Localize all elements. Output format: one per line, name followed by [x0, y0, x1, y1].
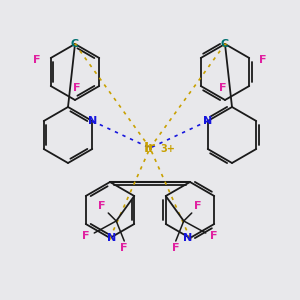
Text: F: F	[194, 201, 202, 211]
Text: F: F	[82, 231, 90, 241]
Text: F: F	[121, 243, 128, 253]
Text: N: N	[203, 116, 212, 126]
Text: N: N	[88, 116, 97, 126]
Text: F: F	[33, 55, 40, 65]
Text: F: F	[260, 55, 267, 65]
Text: F: F	[172, 243, 179, 253]
Text: Ir: Ir	[144, 141, 156, 155]
Text: 3+: 3+	[160, 144, 175, 154]
Text: F: F	[73, 83, 81, 93]
Text: C: C	[71, 39, 79, 49]
Text: C: C	[221, 39, 229, 49]
Text: F: F	[98, 201, 106, 211]
Text: F: F	[210, 231, 218, 241]
Text: N: N	[183, 233, 193, 243]
Text: F: F	[219, 83, 227, 93]
Text: N: N	[107, 233, 117, 243]
